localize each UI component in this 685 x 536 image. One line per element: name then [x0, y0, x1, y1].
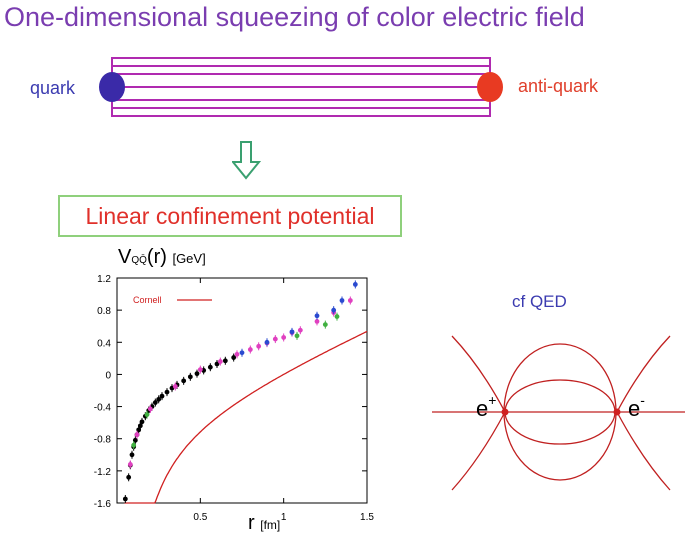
anti-quark-label: anti-quark	[518, 76, 599, 96]
data-point	[159, 393, 165, 399]
x-tick-label: 0.5	[193, 512, 207, 523]
conclusion-label: Linear confinement potential	[85, 202, 375, 229]
y-axis-label: VQQ̄(r) [GeV]	[118, 246, 206, 268]
y-tick-label: 0.4	[97, 338, 111, 349]
y-tick-label: -0.4	[94, 403, 112, 414]
data-point	[231, 355, 237, 360]
page-title: One-dimensional squeezing of color elect…	[4, 2, 585, 32]
data-point	[181, 378, 187, 384]
data-point	[131, 442, 137, 448]
data-point	[187, 374, 193, 380]
data-point	[281, 335, 287, 340]
data-point	[331, 307, 337, 313]
data-point	[217, 359, 223, 364]
conclusion-box: Linear confinement potential	[58, 195, 402, 237]
data-point	[139, 419, 145, 425]
down-arrow-icon	[232, 141, 262, 180]
data-point	[214, 361, 220, 367]
data-point	[322, 322, 328, 328]
data-point	[134, 432, 140, 438]
cf-qed-label: cf QED	[512, 292, 567, 311]
flux-tube-diagram	[99, 57, 503, 117]
data-point	[339, 298, 345, 303]
data-point	[247, 347, 253, 352]
cornell-fit-line	[124, 330, 368, 504]
x-axis-label: r [fm]	[248, 512, 281, 534]
y-tick-label: -1.2	[94, 467, 112, 478]
data-point	[289, 329, 295, 335]
data-point	[239, 350, 245, 356]
y-tick-label: -1.6	[94, 499, 112, 510]
x-tick-label: 1.5	[360, 512, 374, 523]
data-point	[264, 339, 270, 345]
anti-quark-dot	[477, 72, 503, 102]
data-point	[129, 452, 135, 458]
x-tick-label: 1	[281, 512, 287, 523]
plot-frame	[116, 277, 368, 504]
y-tick-label: -0.8	[94, 435, 112, 446]
data-point	[164, 389, 170, 395]
positron-dot	[501, 408, 509, 416]
data-point	[222, 358, 228, 364]
data-point	[152, 400, 158, 405]
data-point	[144, 412, 150, 418]
data-point	[207, 364, 213, 370]
data-point	[347, 298, 353, 303]
data-point	[314, 313, 320, 319]
data-point	[147, 406, 153, 412]
data-point	[297, 327, 303, 333]
data-point	[272, 336, 278, 342]
data-point	[156, 396, 162, 402]
data-point	[256, 343, 262, 349]
y-tick-label: 0	[105, 370, 111, 381]
data-point	[294, 333, 300, 339]
y-tick-label: 1.2	[97, 274, 111, 285]
quark-dot	[99, 72, 125, 102]
data-point	[122, 496, 128, 502]
legend-label: Cornell	[133, 295, 162, 305]
data-point	[194, 371, 200, 377]
data-point	[197, 367, 203, 373]
data-point	[172, 384, 178, 389]
data-point	[234, 351, 240, 357]
electron-label: e-	[628, 392, 645, 421]
data-point	[127, 462, 133, 467]
data-point	[334, 314, 340, 319]
positron-label: e+	[476, 392, 497, 421]
data-point	[352, 282, 358, 287]
data-point	[126, 474, 132, 480]
y-tick-label: 0.8	[97, 306, 111, 317]
electron-dot	[613, 408, 621, 416]
quark-label: quark	[30, 78, 76, 98]
data-point	[314, 318, 320, 324]
